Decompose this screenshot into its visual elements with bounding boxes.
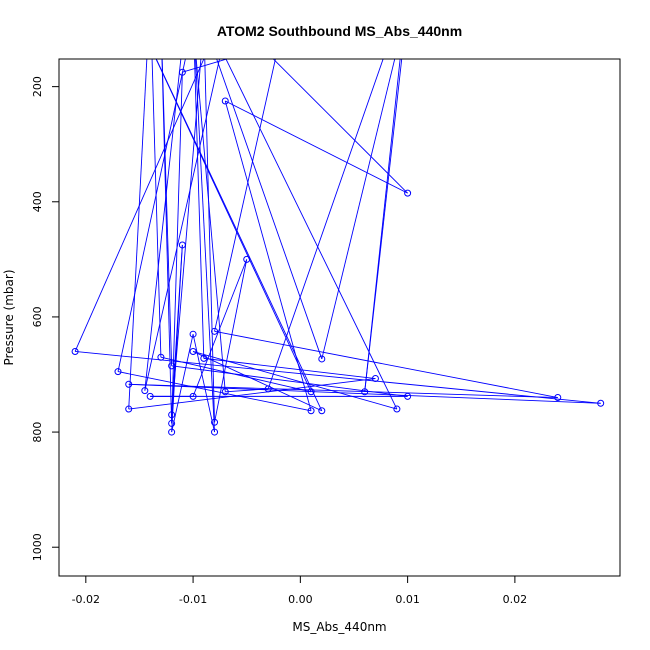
series-segment (117, 371, 312, 412)
data-point (141, 387, 149, 395)
series-segment (225, 100, 408, 194)
data-point (276, 40, 282, 46)
series-segment (161, 59, 173, 366)
data-point (190, 20, 196, 26)
data-point (157, 353, 165, 361)
y-tick-label: 400 (31, 191, 44, 212)
data-layer (71, 0, 605, 436)
series-segment (75, 351, 601, 404)
data-point (307, 388, 315, 396)
data-point (307, 407, 315, 415)
series-segment (192, 351, 322, 412)
series-segment (182, 59, 229, 73)
data-point (179, 42, 185, 48)
data-point (361, 388, 369, 396)
y-tick-label: 200 (31, 76, 44, 97)
data-point (189, 392, 197, 400)
data-point (211, 327, 219, 335)
series-segment (171, 334, 194, 433)
series-segment (192, 334, 215, 433)
series-segment (214, 330, 558, 398)
series-segment (171, 59, 202, 415)
series-segment (194, 59, 205, 359)
data-point (71, 347, 79, 355)
data-point (114, 368, 122, 376)
data-point (189, 330, 197, 338)
data-point (221, 97, 229, 105)
data-point (168, 411, 176, 419)
data-point (125, 405, 133, 413)
data-point (168, 362, 176, 370)
series-segment (192, 351, 398, 410)
series-segment (171, 72, 183, 424)
data-point (146, 392, 154, 400)
x-tick-label: 0.01 (395, 593, 420, 606)
series-segment (128, 59, 148, 410)
data-point (178, 241, 186, 249)
data-point (178, 68, 186, 76)
data-point (404, 189, 412, 197)
series-segment (204, 59, 215, 423)
data-point (190, 9, 196, 15)
data-point (243, 255, 251, 263)
data-point (168, 428, 176, 436)
data-point (212, 0, 218, 3)
data-point (318, 355, 326, 363)
data-point (201, 20, 207, 26)
data-point (597, 399, 605, 407)
series-segment (267, 59, 384, 390)
series-segment (171, 244, 183, 433)
data-point (189, 347, 197, 355)
data-point (158, 15, 164, 21)
data-point (221, 388, 229, 396)
x-tick-label: 0.00 (288, 593, 313, 606)
data-point (405, 3, 411, 9)
data-point (264, 385, 272, 393)
data-point (318, 407, 326, 415)
x-tick-label: -0.01 (179, 593, 207, 606)
data-point (200, 354, 208, 362)
data-point (371, 375, 379, 383)
data-point (393, 405, 401, 413)
series-segment (171, 365, 408, 397)
series-segment (160, 356, 312, 393)
series-segment (224, 100, 312, 411)
series-segment (155, 59, 323, 411)
x-tick-label: 0.02 (503, 593, 528, 606)
data-point (136, 20, 142, 26)
y-tick-label: 800 (31, 422, 44, 443)
data-point (168, 419, 176, 427)
x-axis: -0.02 -0.01 0.00 0.01 0.02 (72, 576, 528, 606)
series-segment (151, 59, 162, 358)
series-segment (203, 357, 376, 379)
series-segment (195, 59, 226, 392)
series-segment (214, 59, 276, 332)
y-tick-label: 1000 (31, 533, 44, 561)
series-segment (128, 378, 376, 410)
series-segment (128, 383, 601, 404)
y-tick-label: 600 (31, 306, 44, 327)
series-segment (364, 59, 401, 392)
series-segment (117, 59, 186, 372)
series-segment (195, 59, 215, 433)
y-axis-label: Pressure (mbar) (2, 269, 16, 365)
x-axis-label: MS_Abs_440nm (292, 620, 386, 634)
series-segment (225, 59, 398, 410)
y-axis: 200 400 600 800 1000 (31, 76, 59, 561)
series-segment (321, 59, 396, 360)
chart-title: ATOM2 Southbound MS_Abs_440nm (217, 23, 462, 39)
data-point (404, 392, 412, 400)
data-point (554, 394, 562, 402)
series-segment (272, 59, 408, 194)
data-point (125, 380, 133, 388)
data-point (211, 428, 219, 436)
x-tick-label: -0.02 (72, 593, 100, 606)
series-segment (128, 383, 558, 398)
data-point (211, 418, 219, 426)
series-segment (214, 259, 248, 423)
series-segment (225, 388, 269, 393)
plot-frame (58, 58, 621, 577)
